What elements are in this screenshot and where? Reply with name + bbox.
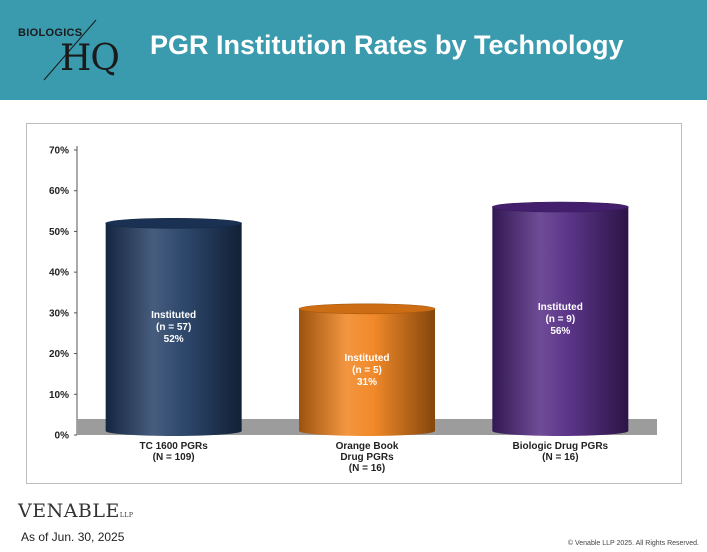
bar-top (298, 303, 436, 315)
x-category-label: (N = 16) (349, 463, 385, 474)
venable-logo-text: VENABLE (18, 500, 120, 522)
logo-text-biologics: BIOLOGICS (18, 27, 83, 39)
y-tick-label: 10% (49, 390, 69, 401)
bar-data-label: 52% (164, 334, 184, 345)
page-title: PGR Institution Rates by Technology (150, 30, 624, 60)
bar-data-label: Instituted (538, 302, 583, 313)
copyright-notice: © Venable LLP 2025. All Rights Reserved. (567, 540, 699, 547)
bar-data-label: Instituted (345, 353, 390, 364)
venable-logo: VENABLELLP (18, 500, 133, 522)
as-of-date: As of Jun. 30, 2025 (21, 530, 125, 544)
bar-data-label: (n = 9) (545, 314, 575, 325)
bar-data-label: Instituted (151, 310, 196, 321)
y-tick-label: 0% (55, 431, 70, 442)
x-category-label: (N = 109) (153, 452, 195, 463)
bar-top (105, 217, 242, 229)
x-category-label: (N = 16) (542, 452, 578, 463)
logo-text-hq: HQ (60, 38, 120, 79)
y-tick-label: 70% (49, 146, 69, 157)
chart-container: 0% 10% 20% 30% 40% 50% 60% 70% Instituted (n = 5… (26, 123, 682, 484)
bar-body (492, 207, 629, 436)
bar-data-label: 56% (550, 326, 570, 337)
bar-body (105, 223, 242, 436)
y-tick-label: 40% (49, 268, 69, 279)
header-banner: BIOLOGICS HQ PGR Institution Rates by Te… (0, 0, 707, 100)
y-tick-label: 60% (49, 186, 69, 197)
bar: Instituted(n = 9)56% (492, 201, 629, 436)
bar: Instituted(n = 5)31% (298, 303, 436, 436)
bar-data-label: (n = 5) (352, 365, 382, 376)
x-category-label: Orange Book (336, 441, 399, 452)
bar-data-label: (n = 57) (156, 322, 191, 333)
bar-body (299, 308, 435, 436)
biologics-hq-logo: BIOLOGICS HQ (14, 16, 126, 82)
y-tick-label: 30% (49, 308, 69, 319)
y-tick-label: 50% (49, 227, 69, 238)
x-category-label: Biologic Drug PGRs (513, 441, 609, 452)
x-category-label: TC 1600 PGRs (139, 441, 208, 452)
x-category-label: Drug PGRs (340, 452, 394, 463)
bar: Instituted(n = 57)52% (105, 217, 242, 436)
logo-slash-icon (43, 19, 97, 81)
bar-top (492, 201, 629, 213)
bar-data-label: 31% (357, 377, 377, 388)
y-tick-label: 20% (49, 349, 69, 360)
bar-chart: 0%10%20%30%40%50%60%70% Instituted(n = 5… (49, 146, 657, 474)
venable-logo-suffix: LLP (119, 512, 134, 519)
